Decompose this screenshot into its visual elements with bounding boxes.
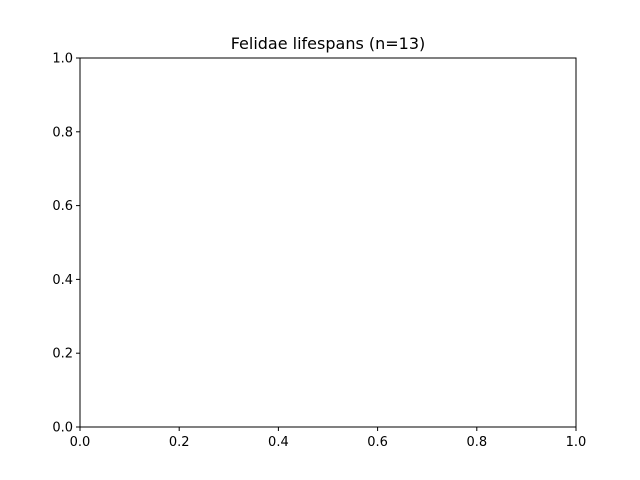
plot-area	[80, 58, 576, 427]
x-tick-label: 0.0	[70, 435, 91, 450]
x-tick-label: 0.2	[169, 435, 190, 450]
y-tick-label: 0.8	[52, 125, 73, 140]
y-tick-label: 0.4	[52, 273, 73, 288]
y-tick-label: 0.0	[52, 421, 73, 436]
x-tick-label: 0.6	[367, 435, 388, 450]
y-axis: 0.0 0.2 0.4 0.6 0.8 1.0	[52, 52, 80, 436]
x-tick-label: 0.4	[268, 435, 289, 450]
y-tick-label: 0.2	[52, 347, 73, 362]
x-tick-label: 0.8	[466, 435, 487, 450]
y-tick-label: 0.6	[52, 199, 73, 214]
axes-frame	[79, 57, 577, 428]
y-tick-label: 1.0	[52, 52, 73, 67]
x-axis: 0.0 0.2 0.4 0.6 0.8 1.0	[70, 427, 587, 450]
x-tick-label: 1.0	[566, 435, 587, 450]
chart-title: Felidae lifespans (n=13)	[231, 34, 426, 53]
